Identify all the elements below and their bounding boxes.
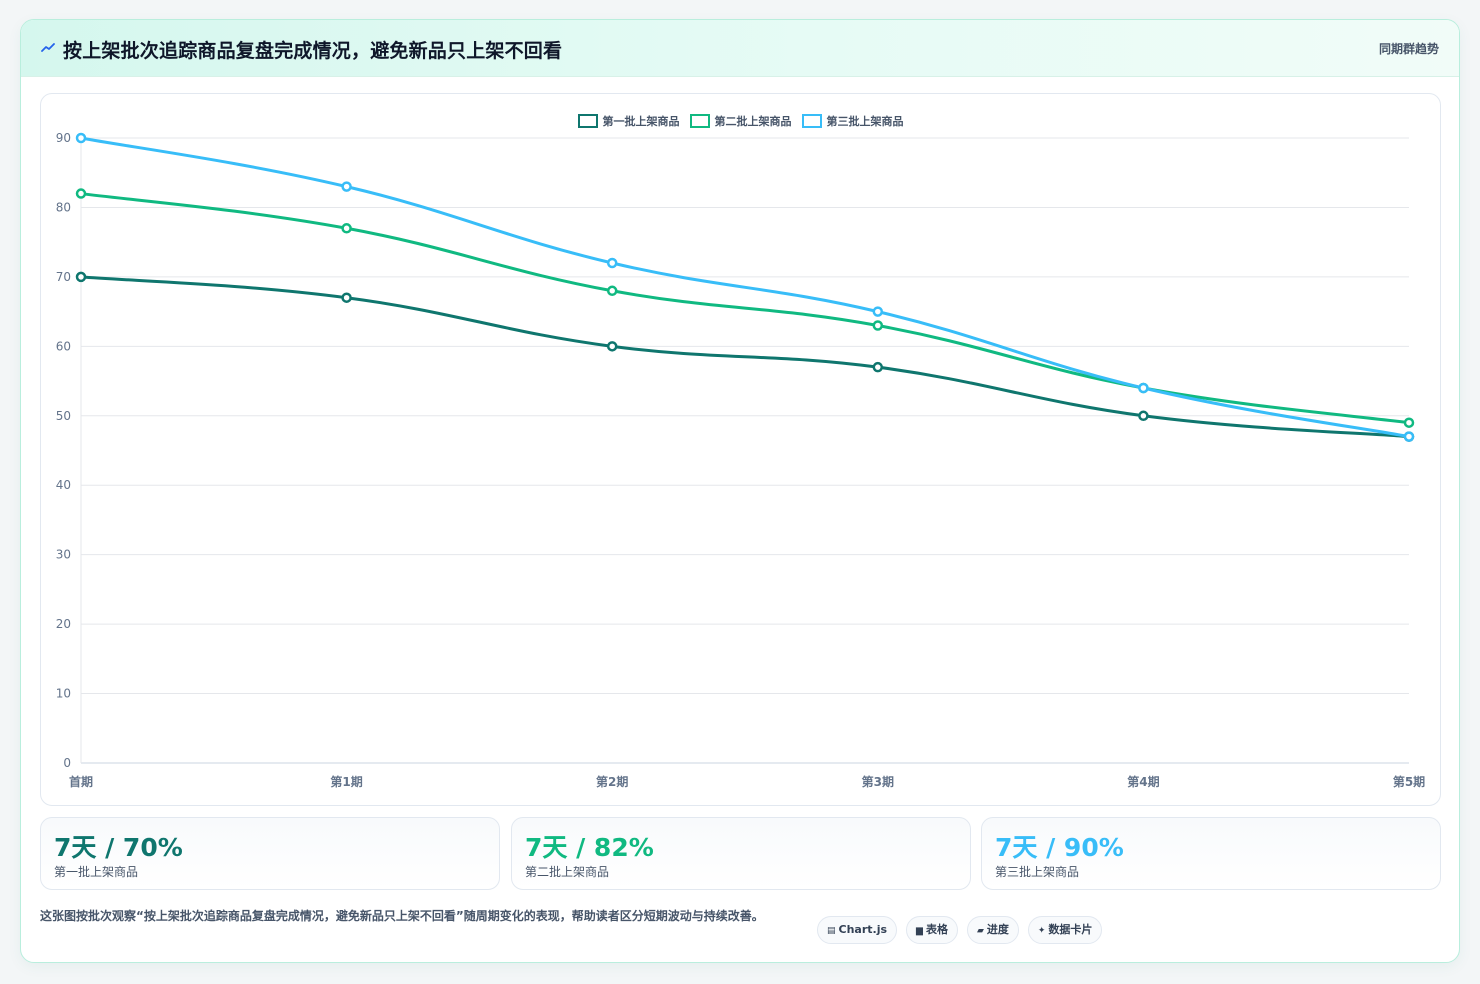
data-point-series-2 <box>606 285 618 297</box>
y-tick-label: 30 <box>56 548 71 562</box>
data-point-series-1 <box>606 341 618 352</box>
tag-label: 表格 <box>925 923 948 936</box>
data-point-series-1 <box>75 271 87 283</box>
tag-label: 数据卡片 <box>1048 923 1093 936</box>
y-tick-label: 20 <box>56 617 71 631</box>
x-tick-label: 首期 <box>69 774 93 789</box>
window-icon: ▤ <box>827 926 836 936</box>
x-tick-label: 第3期 <box>862 774 894 789</box>
sparkle-icon: ✦ <box>1037 926 1046 936</box>
data-point-series-3 <box>341 181 352 192</box>
y-tick-label: 60 <box>56 339 71 353</box>
line-chart: 0 10 20 30 40 50 60 70 80 90 首期 第1期 第2期 第3期 第4期 第5期 <box>56 131 1425 789</box>
y-tick-label: 0 <box>63 756 71 770</box>
chart-description: 这张图按批次观察“按上架批次追踪商品复盘完成情况，避免新品只上架不回看”随周期变… <box>40 909 764 923</box>
chart-panel: 第一批上架商品 第二批上架商品 第三批上架商品 0 10 20 30 40 50 60 70 8… <box>40 93 1441 806</box>
data-point-series-3 <box>75 132 87 144</box>
data-point-series-3 <box>872 306 884 317</box>
legend-item-series-1[interactable]: 第一批上架商品 <box>577 112 680 130</box>
kpi-card-batch-1: 7天 / 70% 第一批上架商品 <box>40 817 500 890</box>
data-point-series-1 <box>1138 410 1149 422</box>
data-point-series-2 <box>872 320 884 331</box>
tag-table[interactable]: ▆ 表格 <box>906 916 958 944</box>
x-tick-label: 第1期 <box>330 774 362 789</box>
y-tick-label: 90 <box>56 131 71 145</box>
progress-icon: ▰ <box>976 926 984 936</box>
chart-legend: 第一批上架商品 第二批上架商品 第三批上架商品 <box>41 112 1440 130</box>
tag-list: ▤ Chart.js ▆ 表格 ▰ 进度 ✦ 数据卡片 <box>817 916 1103 944</box>
data-point-series-1 <box>872 361 884 373</box>
series-line-3 <box>79 136 1411 439</box>
tag-chartjs[interactable]: ▤ Chart.js <box>817 916 898 944</box>
table-icon: ▆ <box>916 926 923 936</box>
legend-swatch-1 <box>577 114 598 128</box>
x-tick-label: 第2期 <box>596 774 628 789</box>
kpi-value: 7天 / 70% <box>54 833 183 862</box>
kpi-label: 第一批上架商品 <box>54 865 139 879</box>
data-point-series-1 <box>341 292 352 303</box>
data-point-series-2 <box>1403 417 1415 428</box>
data-point-series-2 <box>341 223 352 234</box>
legend-swatch-3 <box>801 114 822 128</box>
kpi-row: 7天 / 70% 第一批上架商品 7天 / 82% 第二批上架商品 7天 / 9… <box>40 817 1441 890</box>
legend-swatch-2 <box>689 114 710 128</box>
x-tick-label: 第5期 <box>1393 774 1425 789</box>
x-tick-label: 第4期 <box>1127 774 1159 789</box>
tag-data-card[interactable]: ✦ 数据卡片 <box>1027 916 1103 944</box>
kpi-label: 第二批上架商品 <box>525 865 610 879</box>
kpi-card-batch-3: 7天 / 90% 第三批上架商品 <box>981 817 1441 890</box>
page-title: 按上架批次追踪商品复盘完成情况，避免新品只上架不回看 <box>63 40 563 62</box>
tag-progress[interactable]: ▰ 进度 <box>966 916 1019 944</box>
dashboard-card: 按上架批次追踪商品复盘完成情况，避免新品只上架不回看 同期群趋势 第一批上架商品… <box>20 19 1460 963</box>
chart-type-badge: 同期群趋势 <box>1378 42 1439 56</box>
legend-label-1: 第一批上架商品 <box>602 115 680 128</box>
kpi-value: 7天 / 90% <box>995 833 1124 862</box>
y-tick-label: 80 <box>56 200 71 214</box>
data-point-series-3 <box>1403 431 1415 442</box>
series-line-1 <box>79 275 1411 439</box>
kpi-label: 第三批上架商品 <box>995 865 1080 879</box>
data-point-series-3 <box>1138 382 1149 394</box>
legend-label-3: 第三批上架商品 <box>826 115 904 128</box>
y-tick-label: 40 <box>56 478 71 492</box>
tag-label: 进度 <box>986 923 1009 936</box>
kpi-value: 7天 / 82% <box>525 833 654 862</box>
y-tick-label: 50 <box>56 409 71 423</box>
kpi-card-batch-2: 7天 / 82% 第二批上架商品 <box>511 817 971 890</box>
data-point-series-3 <box>606 257 618 269</box>
y-tick-label: 70 <box>56 270 71 284</box>
card-header: 按上架批次追踪商品复盘完成情况，避免新品只上架不回看 同期群趋势 <box>21 20 1459 77</box>
trend-line-icon <box>41 43 55 52</box>
tag-label: Chart.js <box>838 923 888 936</box>
legend-item-series-3[interactable]: 第三批上架商品 <box>801 112 904 130</box>
legend-item-series-2[interactable]: 第二批上架商品 <box>689 112 792 130</box>
y-tick-label: 10 <box>56 687 71 701</box>
series-line-2 <box>79 192 1411 425</box>
data-point-series-2 <box>75 188 87 199</box>
legend-label-2: 第二批上架商品 <box>714 115 792 128</box>
